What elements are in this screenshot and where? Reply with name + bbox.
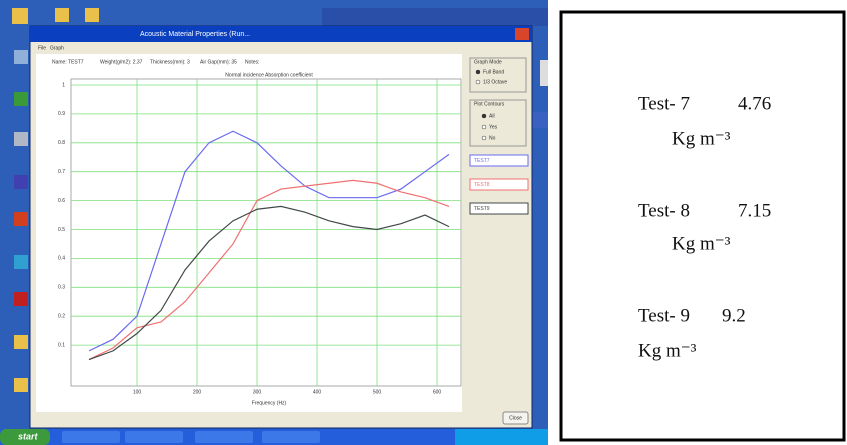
chart-panel [36,54,462,412]
group-label: Graph Mode [474,59,502,65]
taskbar-item[interactable] [62,431,120,443]
field-label: Air Gap(mm): 35 [200,59,237,65]
note-value: 9.2 [722,305,746,326]
group-label: Plot Contours [474,101,505,107]
y-tick-label: 1 [62,82,65,88]
note-unit: Kg m⁻³ [672,233,731,254]
desktop-icons [12,8,99,392]
app-window: Acoustic Material Properties (Run... Fil… [29,25,533,429]
y-tick-label: 0.9 [58,111,65,117]
menu-item[interactable]: Graph [50,45,64,51]
legend-label: TEST8 [474,182,490,188]
data-line [88,130,450,352]
y-tick-label: 0.1 [58,342,65,348]
legend-box [469,202,529,215]
field-label: Thickness(mm): 3 [150,59,190,65]
start-label: start [18,431,39,441]
field-label: Weight(g/m2): 2.37 [100,59,143,65]
close-x[interactable] [515,28,529,40]
menu-item[interactable]: File [38,45,46,51]
start-button[interactable] [0,429,50,445]
note-value: 7.15 [738,200,771,221]
y-tick-label: 0.5 [58,227,65,233]
data-line [88,179,450,361]
y-tick-label: 0.6 [58,198,65,204]
note-test: Test- 8 [638,200,690,221]
y-tick-label: 0.4 [58,256,65,262]
radio[interactable] [481,113,487,119]
chart-title: Normal incidence Absorption coefficient [225,72,313,78]
taskbar-item[interactable] [262,431,320,443]
field-label: Notes: [245,59,259,65]
legend-box [469,154,529,167]
y-tick-label: 0.7 [58,169,65,175]
close-label: Close [509,415,522,421]
background-window-edge [530,112,548,128]
x-tick-label: 100 [133,389,142,395]
x-axis-label: Frequency (Hz) [252,400,287,406]
x-tick-label: 200 [193,389,202,395]
radio[interactable] [475,69,481,75]
graph-mode-box [469,57,527,93]
note-unit: Kg m⁻³ [672,128,731,149]
legend-label: TEST7 [474,158,490,164]
close-button[interactable] [502,411,529,425]
plot-frame [70,78,462,387]
tray [455,429,548,445]
taskbar-item[interactable] [195,431,253,443]
x-tick-label: 400 [313,389,322,395]
radio[interactable] [481,124,487,130]
data-line [88,205,450,361]
contours-box [469,99,527,147]
window-title: Acoustic Material Properties (Run... [140,31,250,38]
note-value: 4.76 [738,93,771,114]
radio[interactable] [475,79,481,85]
field-label: Name: TEST7 [52,59,84,65]
y-tick-label: 0.8 [58,140,65,146]
y-tick-label: 0.3 [58,285,65,291]
notes-box [559,10,846,442]
legend-box [469,178,529,191]
background-window [540,60,548,86]
y-tick-label: 0.2 [58,314,65,320]
taskbar-item[interactable] [125,431,183,443]
radio-label: Full Band [483,69,504,75]
background-window-title [322,8,548,26]
note-unit: Kg m⁻³ [638,340,697,361]
x-tick-label: 300 [253,389,262,395]
radio-label: No [489,135,496,141]
note-test: Test- 9 [638,305,690,326]
note-test: Test- 7 [638,93,690,114]
radio-label: Yes [489,124,498,130]
x-tick-label: 500 [373,389,382,395]
radio[interactable] [481,135,487,141]
radio-label: 1/3 Octave [483,79,507,85]
radio-label: All [489,113,495,119]
x-tick-label: 600 [433,389,442,395]
legend-label: TEST9 [474,206,490,212]
